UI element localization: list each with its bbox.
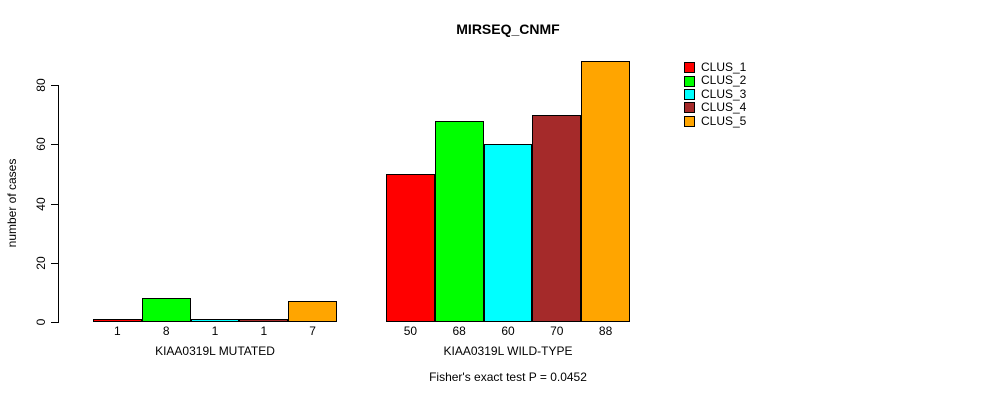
legend-label: CLUS_3 — [701, 86, 747, 101]
y-axis-label: number of cases — [5, 158, 19, 248]
group-label: KIAA0319L MUTATED — [155, 344, 275, 358]
bar-clus_1 — [93, 319, 142, 322]
y-tick-label: 80 — [34, 78, 48, 92]
bar-value-label: 50 — [403, 324, 418, 338]
bar-value-label: 88 — [598, 324, 613, 338]
legend-item: CLUS_3 — [684, 86, 747, 101]
y-tick-label: 0 — [34, 318, 48, 326]
y-tick-label: 60 — [34, 137, 48, 151]
fisher-test-annotation: Fisher's exact test P = 0.0452 — [429, 370, 587, 384]
chart-title: MIRSEQ_CNMF — [456, 21, 560, 37]
group-label: KIAA0319L WILD-TYPE — [443, 344, 573, 358]
legend-item: CLUS_1 — [684, 60, 747, 74]
legend: CLUS_1 CLUS_2 CLUS_3 CLUS_4 CLUS_5 — [684, 60, 747, 128]
bar-value-label: 1 — [211, 324, 219, 338]
legend-label: CLUS_1 — [701, 60, 747, 74]
bar-clus_4 — [532, 115, 582, 322]
legend-label: CLUS_5 — [701, 113, 747, 128]
bar-clus_1 — [386, 174, 435, 322]
bar-clus_5 — [288, 301, 337, 322]
bar-value-label: 8 — [162, 324, 170, 338]
y-tick-label: 40 — [34, 196, 48, 211]
legend-swatch — [684, 62, 695, 74]
y-tick — [51, 322, 58, 323]
legend-swatch — [684, 115, 695, 127]
y-tick — [51, 144, 58, 146]
y-tick — [51, 262, 58, 264]
bar-clus_5 — [581, 61, 630, 322]
y-tick — [51, 203, 58, 205]
bar-value-label: 70 — [550, 324, 564, 338]
legend-swatch — [684, 102, 695, 114]
bar-value-label: 60 — [501, 324, 515, 338]
bar-clus_2 — [434, 121, 484, 322]
legend-label: CLUS_2 — [701, 73, 747, 88]
legend-swatch — [684, 88, 695, 100]
y-axis-line — [58, 85, 59, 323]
legend-label: CLUS_4 — [701, 100, 747, 115]
bar-value-label: 68 — [452, 324, 466, 338]
bar-value-label: 7 — [309, 324, 316, 338]
bar-value-label: 1 — [260, 324, 268, 338]
y-tick — [51, 85, 58, 86]
legend-item: CLUS_5 — [684, 113, 747, 128]
bar-clus_4 — [239, 319, 289, 322]
bar-clus_3 — [190, 319, 240, 322]
bar-value-label: 1 — [114, 324, 121, 338]
legend-item: CLUS_4 — [684, 100, 747, 115]
legend-item: CLUS_2 — [684, 73, 747, 88]
legend-swatch — [684, 75, 695, 87]
bar-clus_3 — [483, 144, 533, 322]
y-tick-label: 20 — [34, 256, 48, 270]
bar-clus_2 — [141, 298, 191, 322]
